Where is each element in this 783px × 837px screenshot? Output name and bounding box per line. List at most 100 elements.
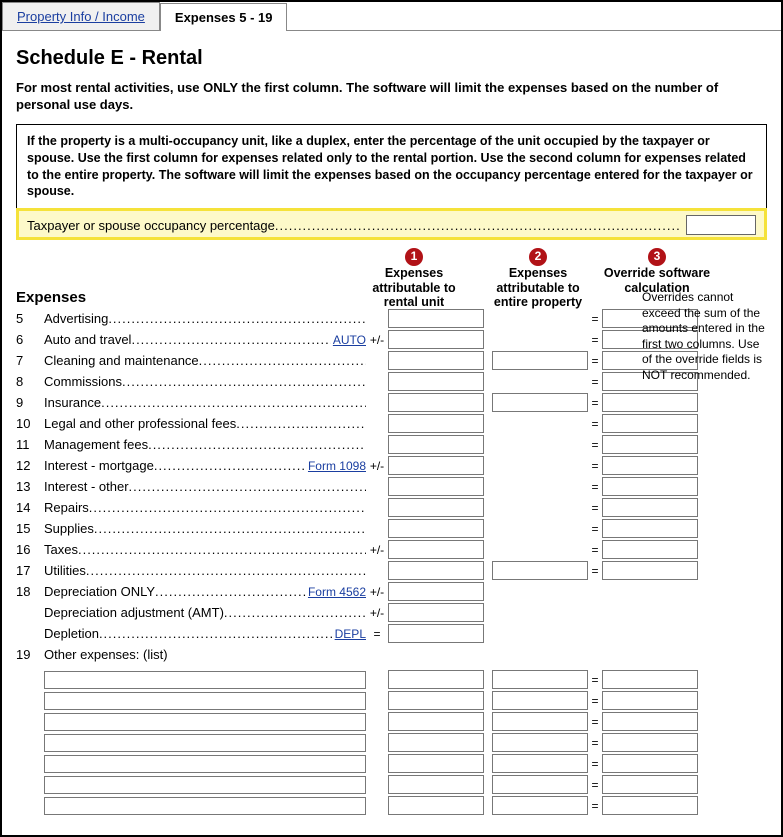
expense-row: 19Other expenses: (list) — [16, 644, 767, 665]
expense-label: Advertising — [44, 311, 108, 326]
line-number: 7 — [16, 353, 44, 368]
entire-property-input[interactable] — [492, 796, 588, 815]
override-input[interactable] — [602, 775, 698, 794]
entire-property-input[interactable] — [492, 351, 588, 370]
rental-unit-input[interactable] — [388, 796, 484, 815]
override-input[interactable] — [602, 477, 698, 496]
line-number: 12 — [16, 458, 44, 473]
rental-unit-input[interactable] — [388, 582, 484, 601]
other-expense-row: = — [44, 774, 767, 795]
rental-unit-input[interactable] — [388, 733, 484, 752]
equals-sign: = — [588, 438, 602, 452]
other-expense-desc-input[interactable] — [44, 734, 366, 752]
tab-property-info[interactable]: Property Info / Income — [2, 2, 160, 30]
page-title: Schedule E - Rental — [16, 47, 767, 70]
operator: = — [366, 627, 388, 641]
override-input[interactable] — [602, 414, 698, 433]
expense-label: Depreciation adjustment (AMT) — [44, 605, 224, 620]
rental-unit-input[interactable] — [388, 456, 484, 475]
operator: +/- — [366, 459, 388, 473]
rental-unit-input[interactable] — [388, 775, 484, 794]
line-number: 8 — [16, 374, 44, 389]
worksheet-link[interactable]: DEPL — [335, 627, 366, 641]
tab-bar: Property Info / Income Expenses 5 - 19 — [2, 2, 781, 31]
rental-unit-input[interactable] — [388, 435, 484, 454]
expense-row: 17Utilities= — [16, 560, 767, 581]
other-expense-desc-input[interactable] — [44, 671, 366, 689]
rental-unit-input[interactable] — [388, 519, 484, 538]
override-input[interactable] — [602, 519, 698, 538]
expense-label: Commissions — [44, 374, 122, 389]
rental-unit-input[interactable] — [388, 477, 484, 496]
rental-unit-input[interactable] — [388, 351, 484, 370]
worksheet-link[interactable]: Form 4562 — [308, 585, 366, 599]
override-input[interactable] — [602, 456, 698, 475]
override-input[interactable] — [602, 796, 698, 815]
col2-header: Expenses attributable to entire property — [494, 266, 582, 309]
entire-property-input[interactable] — [492, 393, 588, 412]
rental-unit-input[interactable] — [388, 624, 484, 643]
equals-sign: = — [588, 757, 602, 771]
badge-2: 2 — [529, 248, 547, 266]
entire-property-input[interactable] — [492, 775, 588, 794]
override-input[interactable] — [602, 561, 698, 580]
expense-label: Other expenses: (list) — [44, 647, 168, 662]
override-input[interactable] — [602, 733, 698, 752]
rental-unit-input[interactable] — [388, 309, 484, 328]
equals-sign: = — [588, 375, 602, 389]
override-input[interactable] — [602, 691, 698, 710]
rental-unit-input[interactable] — [388, 498, 484, 517]
entire-property-input[interactable] — [492, 691, 588, 710]
line-number: 10 — [16, 416, 44, 431]
equals-sign: = — [588, 736, 602, 750]
rental-unit-input[interactable] — [388, 393, 484, 412]
rental-unit-input[interactable] — [388, 561, 484, 580]
rental-unit-input[interactable] — [388, 754, 484, 773]
tab-expenses[interactable]: Expenses 5 - 19 — [160, 3, 288, 31]
override-input[interactable] — [602, 393, 698, 412]
line-number: 15 — [16, 521, 44, 536]
entire-property-input[interactable] — [492, 754, 588, 773]
override-input[interactable] — [602, 712, 698, 731]
line-number: 5 — [16, 311, 44, 326]
other-expense-desc-input[interactable] — [44, 776, 366, 794]
rental-unit-input[interactable] — [388, 603, 484, 622]
other-expense-desc-input[interactable] — [44, 692, 366, 710]
expense-row: 16Taxes+/-= — [16, 539, 767, 560]
entire-property-input[interactable] — [492, 670, 588, 689]
entire-property-input[interactable] — [492, 733, 588, 752]
other-expense-desc-input[interactable] — [44, 797, 366, 815]
rental-unit-input[interactable] — [388, 670, 484, 689]
multi-occupancy-note: If the property is a multi-occupancy uni… — [16, 124, 767, 210]
rental-unit-input[interactable] — [388, 540, 484, 559]
schedule-e-form: Property Info / Income Expenses 5 - 19 S… — [0, 0, 783, 837]
expense-row: 15Supplies= — [16, 518, 767, 539]
override-input[interactable] — [602, 540, 698, 559]
rental-unit-input[interactable] — [388, 372, 484, 391]
entire-property-input[interactable] — [492, 561, 588, 580]
other-expense-desc-input[interactable] — [44, 755, 366, 773]
expense-label: Utilities — [44, 563, 86, 578]
other-expense-desc-input[interactable] — [44, 713, 366, 731]
worksheet-link[interactable]: Form 1098 — [308, 459, 366, 473]
entire-property-input[interactable] — [492, 712, 588, 731]
override-input[interactable] — [602, 670, 698, 689]
occupancy-percentage-input[interactable] — [686, 215, 756, 235]
expense-row: 18Depreciation ONLYForm 4562+/- — [16, 581, 767, 602]
override-input[interactable] — [602, 754, 698, 773]
expense-label: Interest - mortgage — [44, 458, 154, 473]
equals-sign: = — [588, 417, 602, 431]
occupancy-label: Taxpayer or spouse occupancy percentage — [27, 218, 275, 233]
equals-sign: = — [588, 501, 602, 515]
equals-sign: = — [588, 333, 602, 347]
override-input[interactable] — [602, 435, 698, 454]
col1-header: Expenses attributable to rental unit — [372, 266, 455, 309]
worksheet-link[interactable]: AUTO — [333, 333, 366, 347]
rental-unit-input[interactable] — [388, 712, 484, 731]
override-input[interactable] — [602, 498, 698, 517]
rental-unit-input[interactable] — [388, 330, 484, 349]
expense-label: Repairs — [44, 500, 89, 515]
rental-unit-input[interactable] — [388, 414, 484, 433]
rental-unit-input[interactable] — [388, 691, 484, 710]
expense-label: Auto and travel — [44, 332, 131, 347]
